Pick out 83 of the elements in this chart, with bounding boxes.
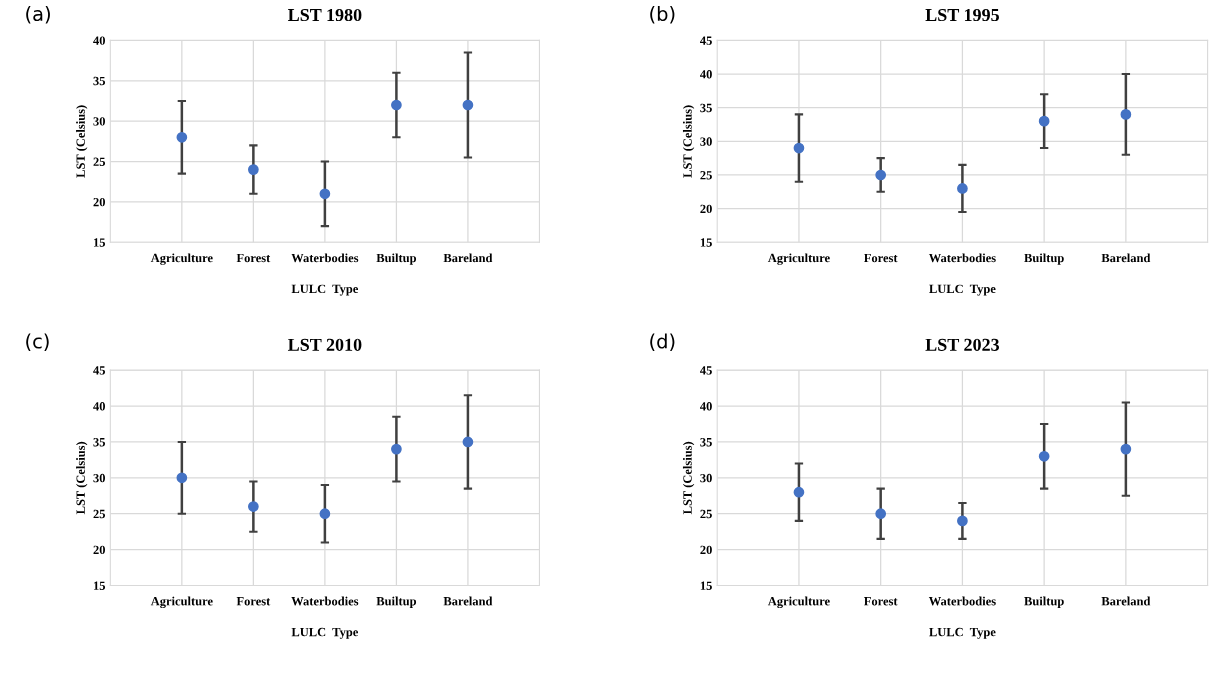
x-tick-label: Bareland [1101, 596, 1151, 606]
point [391, 443, 402, 455]
y-axis-title: LST (Celsius) [682, 105, 695, 178]
chart-title: LST 2023 [925, 338, 1000, 351]
x-tick-label: Agriculture [150, 596, 213, 609]
y-tick-label: 20 [93, 197, 105, 207]
y-tick-label: 30 [93, 473, 105, 483]
y-tick-label: 45 [700, 36, 712, 45]
point [957, 515, 968, 527]
point [875, 508, 887, 520]
y-tick-label: 15 [700, 238, 712, 247]
x-tick-label: Waterbodies [291, 253, 359, 263]
x-tick-label: Bareland [443, 253, 493, 263]
x-axis-title: LULC Type [291, 284, 359, 296]
point [176, 472, 188, 484]
y-tick-label: 35 [93, 438, 106, 447]
x-tick-label: Forest [863, 597, 898, 606]
x-tick-label: Waterbodies [928, 253, 996, 263]
point [462, 99, 474, 111]
chart-title: LST 2010 [287, 338, 362, 351]
point [248, 501, 259, 512]
y-tick-label: 30 [700, 137, 712, 146]
x-tick-label: Builtup [376, 596, 417, 608]
y-tick-label: 15 [700, 581, 712, 590]
x-axis-title: LULC Type [929, 627, 996, 639]
x-axis-title: LULC Type [291, 627, 359, 639]
y-tick-label: 40 [93, 402, 105, 411]
x-tick-label: Waterbodies [291, 596, 359, 606]
chart-title: LST 1980 [287, 8, 362, 22]
point [1038, 450, 1050, 462]
point [793, 486, 805, 498]
point [248, 164, 259, 175]
point [957, 183, 968, 194]
point [176, 131, 188, 143]
point [319, 188, 331, 200]
y-tick-label: 25 [93, 157, 106, 166]
y-axis-title: LST (Celsius) [76, 441, 88, 515]
x-tick-label: Forest [236, 253, 271, 263]
y-tick-label: 45 [93, 366, 106, 375]
point [319, 508, 331, 520]
x-tick-label: Builtup [1024, 596, 1064, 608]
x-tick-label: Bareland [443, 596, 493, 606]
point [1038, 115, 1050, 127]
x-tick-label: Agriculture [767, 596, 830, 609]
y-tick-label: 25 [700, 171, 712, 180]
text: (b) [650, 6, 675, 24]
y-tick-label: 35 [700, 103, 712, 113]
text: (c) [26, 333, 49, 351]
y-tick-label: 30 [700, 473, 712, 483]
point [462, 436, 474, 448]
x-tick-label: Waterbodies [928, 596, 996, 606]
y-tick-label: 45 [700, 366, 712, 375]
x-tick-label: Agriculture [150, 253, 213, 265]
x-tick-label: Agriculture [767, 253, 830, 265]
y-tick-label: 20 [93, 545, 105, 555]
y-tick-label: 15 [93, 238, 106, 247]
y-tick-label: 15 [93, 581, 106, 590]
y-tick-label: 40 [700, 402, 712, 411]
y-tick-label: 20 [700, 545, 712, 555]
x-tick-label: Forest [236, 597, 271, 606]
x-tick-label: Bareland [1101, 253, 1151, 263]
x-axis-title: LULC Type [929, 284, 996, 296]
point [1120, 443, 1132, 455]
x-tick-label: Builtup [376, 253, 417, 265]
y-tick-label: 30 [93, 117, 105, 126]
point [1120, 109, 1132, 120]
text: (a) [26, 6, 50, 24]
point [793, 142, 805, 154]
x-tick-label: Builtup [1024, 253, 1064, 265]
chart-title: LST 1995 [925, 8, 999, 22]
text: (d) [650, 333, 675, 351]
y-axis-title: LST (Celsius) [682, 441, 695, 515]
y-tick-label: 25 [700, 509, 712, 519]
y-axis-title: LST (Celsius) [76, 105, 88, 178]
point [391, 99, 402, 111]
y-tick-label: 40 [93, 36, 105, 45]
point [875, 169, 887, 181]
y-tick-label: 20 [700, 204, 712, 214]
y-tick-label: 40 [700, 70, 712, 79]
y-tick-label: 35 [93, 76, 106, 86]
y-tick-label: 25 [93, 509, 106, 519]
y-tick-label: 35 [700, 438, 712, 447]
x-tick-label: Forest [863, 253, 898, 263]
